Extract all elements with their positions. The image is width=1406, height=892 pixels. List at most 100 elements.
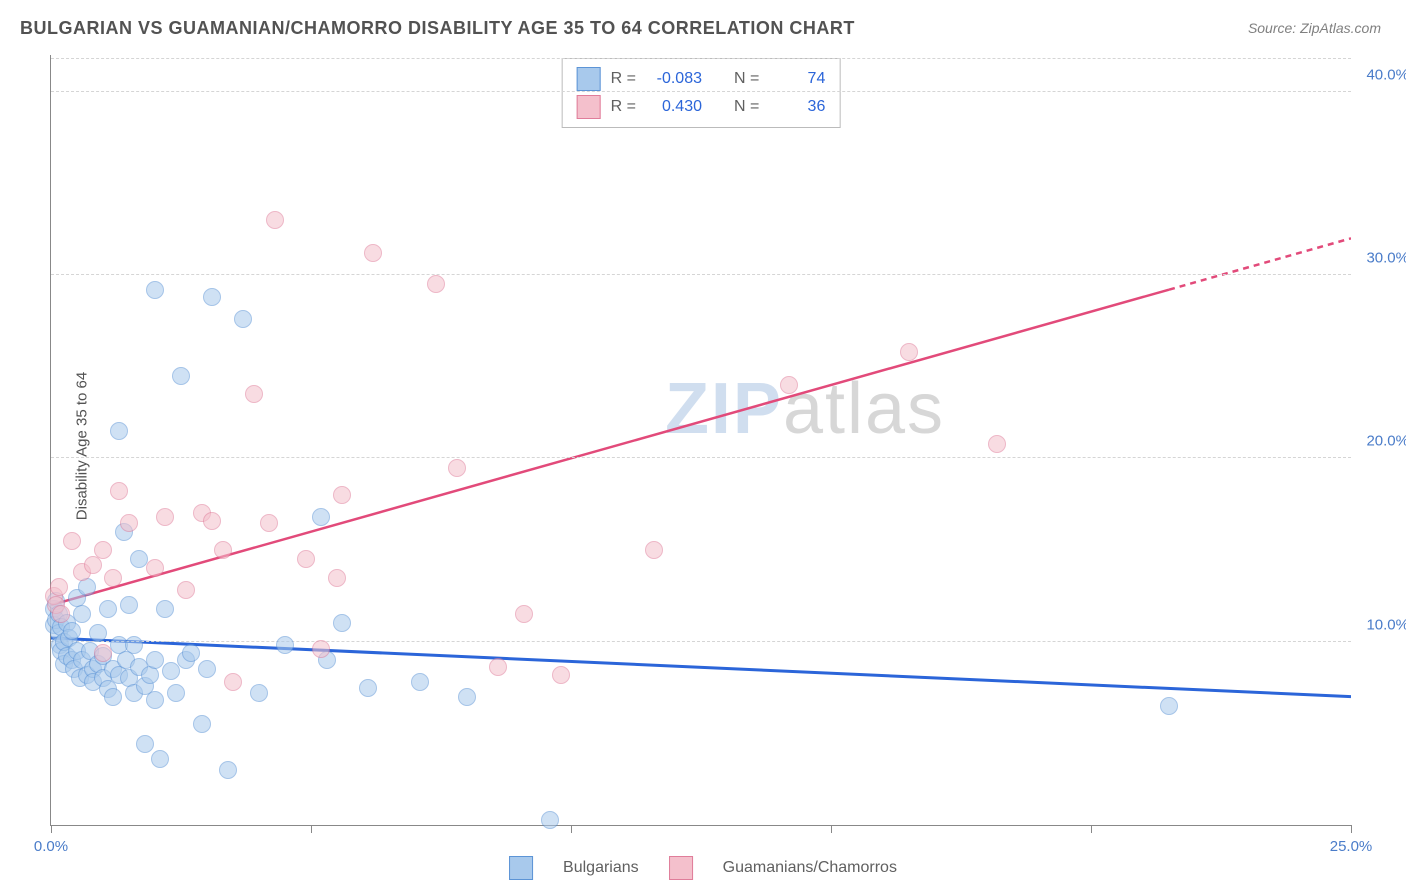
data-point [515,605,533,623]
data-point [203,512,221,530]
data-point [177,581,195,599]
data-point [333,486,351,504]
data-point [214,541,232,559]
legend-label-2: Guamanians/Chamorros [723,859,897,877]
x-tick [1351,825,1352,833]
data-point [234,310,252,328]
n-label-1: N = [734,70,759,88]
gridline-h [51,58,1351,59]
gridline-h [51,641,1351,642]
data-point [99,600,117,618]
chart-title: BULGARIAN VS GUAMANIAN/CHAMORRO DISABILI… [20,18,855,39]
data-point [89,624,107,642]
data-point [120,514,138,532]
data-point [94,644,112,662]
data-point [156,508,174,526]
data-point [427,275,445,293]
gridline-h [51,274,1351,275]
data-point [104,688,122,706]
data-point [276,636,294,654]
watermark: ZIPatlas [665,368,945,450]
n-value-1: 74 [769,70,825,88]
x-tick-label: 0.0% [34,838,68,855]
x-tick [831,825,832,833]
data-point [198,660,216,678]
data-point [266,211,284,229]
data-point [146,281,164,299]
data-point [297,550,315,568]
data-point [125,636,143,654]
r-label-1: R = [611,70,636,88]
trend-lines-svg [51,55,1351,825]
data-point [900,343,918,361]
watermark-atlas: atlas [783,369,945,449]
data-point [52,605,70,623]
data-point [146,651,164,669]
data-point [328,569,346,587]
stats-row-series1: R = -0.083 N = 74 [577,65,826,93]
data-point [458,688,476,706]
legend-swatch-1 [509,856,533,880]
data-point [73,605,91,623]
x-tick-label: 25.0% [1330,838,1373,855]
data-point [94,541,112,559]
data-point [224,673,242,691]
data-point [489,658,507,676]
correlation-stats-box: R = -0.083 N = 74 R = 0.430 N = 36 [562,58,841,128]
data-point [151,750,169,768]
data-point [333,614,351,632]
data-point [182,644,200,662]
data-point [250,684,268,702]
x-tick [571,825,572,833]
x-tick [311,825,312,833]
data-point [63,532,81,550]
data-point [645,541,663,559]
data-point [162,662,180,680]
data-point [146,691,164,709]
data-point [364,244,382,262]
data-point [63,622,81,640]
n-label-2: N = [734,98,759,116]
y-tick-label: 30.0% [1366,250,1406,267]
data-point [120,596,138,614]
swatch-series2 [577,95,601,119]
data-point [193,715,211,733]
data-point [359,679,377,697]
data-point [219,761,237,779]
data-point [146,559,164,577]
data-point [541,811,559,829]
bottom-legend: Bulgarians Guamanians/Chamorros [509,856,897,880]
gridline-h [51,91,1351,92]
r-label-2: R = [611,98,636,116]
data-point [411,673,429,691]
x-tick [51,825,52,833]
data-point [312,508,330,526]
data-point [136,735,154,753]
r-value-2: 0.430 [646,98,702,116]
y-tick-label: 10.0% [1366,616,1406,633]
data-point [110,482,128,500]
data-point [203,288,221,306]
n-value-2: 36 [769,98,825,116]
data-point [312,640,330,658]
legend-label-1: Bulgarians [563,859,639,877]
data-point [780,376,798,394]
y-tick-label: 40.0% [1366,66,1406,83]
stats-row-series2: R = 0.430 N = 36 [577,93,826,121]
data-point [260,514,278,532]
data-point [172,367,190,385]
watermark-zip: ZIP [665,369,783,449]
data-point [1160,697,1178,715]
r-value-1: -0.083 [646,70,702,88]
data-point [245,385,263,403]
data-point [448,459,466,477]
legend-swatch-2 [669,856,693,880]
data-point [104,569,122,587]
data-point [156,600,174,618]
source-attribution: Source: ZipAtlas.com [1248,20,1381,36]
data-point [110,422,128,440]
gridline-h [51,457,1351,458]
swatch-series1 [577,67,601,91]
data-point [988,435,1006,453]
plot-area: ZIPatlas R = -0.083 N = 74 R = 0.430 N =… [50,55,1351,826]
